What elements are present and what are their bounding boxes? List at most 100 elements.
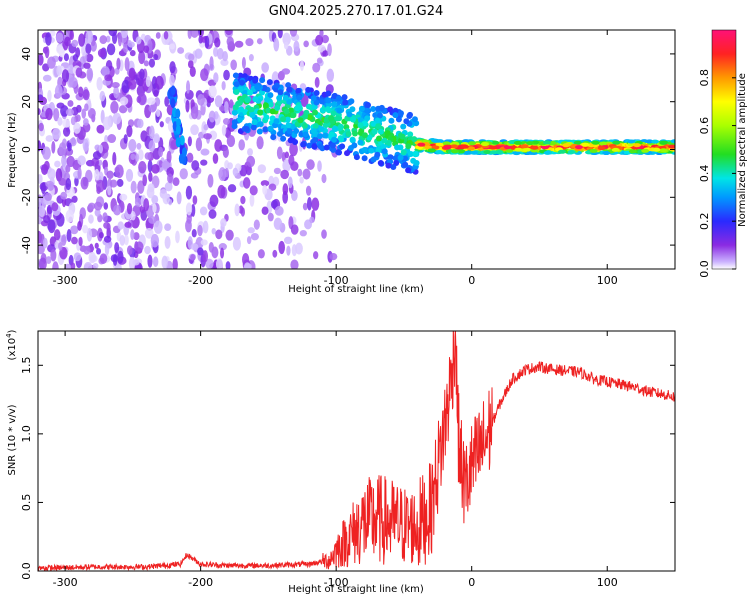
- svg-text:(x104): (x104): [5, 329, 18, 360]
- spectrogram-cell: [152, 203, 157, 213]
- spectrogram-cell: [259, 77, 266, 84]
- spectrogram-cell: [116, 178, 124, 187]
- spectrogram-cell: [109, 179, 118, 188]
- spectrogram-cell: [84, 103, 89, 112]
- spectrogram-cell: [375, 122, 382, 129]
- spectrogram-cell: [240, 207, 245, 217]
- spectrogram-cell: [257, 109, 264, 116]
- spectrogram-cell: [185, 185, 193, 200]
- spectrogram-cell: [128, 79, 137, 90]
- spectrogram-cell: [86, 227, 93, 242]
- spectrogram-cell: [431, 145, 440, 150]
- spectrogram-cell: [82, 89, 90, 101]
- spectrogram-cell: [261, 84, 268, 91]
- spectrogram-cell: [274, 105, 281, 112]
- spectrogram-cell: [325, 90, 332, 97]
- spectrogram-cell: [256, 38, 263, 45]
- spec-x-tick-label: -100: [324, 274, 349, 287]
- spectrogram-cell: [599, 141, 608, 146]
- spectrogram-cell: [61, 155, 67, 167]
- spectrogram-cell: [185, 99, 190, 113]
- spectrogram-cell: [574, 145, 583, 150]
- spectrogram-cell: [385, 162, 392, 169]
- spectrogram-cell: [317, 143, 324, 150]
- spectrogram-cell: [155, 75, 164, 90]
- spectrogram-cell: [208, 209, 217, 219]
- spectrogram-cell: [211, 227, 217, 235]
- spectrogram-cell: [172, 258, 178, 269]
- spectrogram-cell: [176, 191, 182, 205]
- spectrogram-cell: [104, 242, 110, 256]
- spectrogram-cell: [376, 112, 383, 119]
- spectrogram-cell: [175, 137, 181, 148]
- spectrogram-cell: [38, 54, 44, 66]
- spectrogram-cell: [232, 236, 241, 251]
- spectrogram-cell: [223, 69, 230, 81]
- spectrogram-cell: [290, 112, 297, 119]
- spectrogram-cell: [273, 167, 281, 175]
- spectrogram-cell: [138, 50, 146, 65]
- spectrogram-cell: [257, 121, 264, 128]
- spectrogram-cell: [212, 153, 219, 164]
- spectrogram-cell: [302, 168, 311, 180]
- spectrogram-cell: [111, 32, 118, 45]
- spectrogram-cell: [51, 128, 61, 140]
- spectrogram-cell: [378, 104, 385, 111]
- spectrogram-cell: [388, 117, 395, 124]
- spectrogram-cell: [189, 66, 196, 78]
- spectrogram-cell: [222, 146, 229, 158]
- spectrogram-cell: [269, 108, 276, 115]
- spectrogram-cell: [197, 93, 205, 106]
- spectrogram-cell: [70, 262, 76, 269]
- spectrogram-cell: [65, 108, 75, 117]
- spectrogram-cell: [306, 197, 312, 211]
- snr-x-tick-label: -100: [324, 576, 349, 589]
- spectrogram-cell: [151, 194, 159, 204]
- spectrogram-cell: [612, 140, 621, 145]
- spectrogram-cell: [65, 178, 72, 191]
- spectrogram-cell: [215, 229, 223, 240]
- spectrogram-cell: [326, 68, 335, 82]
- spectrogram-cell: [130, 180, 137, 194]
- spectrogram-cell: [231, 109, 238, 116]
- spectrogram-cell: [245, 38, 254, 47]
- colorbar-tick-label: 0.2: [698, 212, 711, 230]
- spectrogram-cell: [513, 140, 522, 145]
- spectrogram-cell: [450, 149, 459, 154]
- spectrogram-cell: [641, 148, 650, 153]
- spectrogram-cell: [214, 95, 223, 108]
- spectrogram-cell: [397, 110, 404, 117]
- spectrogram-cell: [153, 220, 163, 234]
- spectrogram-cell: [118, 105, 128, 114]
- spectrogram-cell: [77, 167, 82, 180]
- spectrogram-cell: [93, 201, 103, 211]
- spectrogram-cell: [82, 224, 89, 234]
- spectrogram-cell: [325, 97, 332, 104]
- spectrogram-cell: [129, 50, 136, 57]
- snr-y-label: SNR (10 * v/v): [7, 404, 18, 475]
- spectrogram-cell: [293, 128, 300, 135]
- spectrogram-cell: [226, 135, 236, 148]
- spectrogram-cell: [47, 219, 56, 234]
- spectrogram-cell: [242, 177, 251, 189]
- spectrogram-cell: [392, 112, 399, 119]
- spectrogram-cell: [257, 164, 267, 174]
- spectrogram-cell: [274, 205, 284, 216]
- spectrogram-cell: [300, 141, 307, 148]
- spectrogram-cell: [301, 122, 308, 129]
- spectrogram-cell: [573, 140, 582, 145]
- spectrogram-cell: [282, 32, 291, 46]
- spectrogram-cell: [78, 236, 83, 247]
- spectrogram-cell: [227, 162, 233, 170]
- spectrogram-cell: [51, 202, 59, 212]
- spectrogram-cell: [130, 153, 136, 161]
- spectrogram-cell: [155, 32, 161, 39]
- spectrogram-cell: [83, 261, 93, 269]
- spectrogram-cell: [361, 146, 368, 153]
- spectrogram-cell: [119, 96, 129, 106]
- spectrogram-cell: [200, 159, 208, 166]
- spectrogram-cell: [374, 117, 381, 124]
- spectrogram-cell: [247, 148, 253, 156]
- spectrogram-cell: [148, 140, 156, 153]
